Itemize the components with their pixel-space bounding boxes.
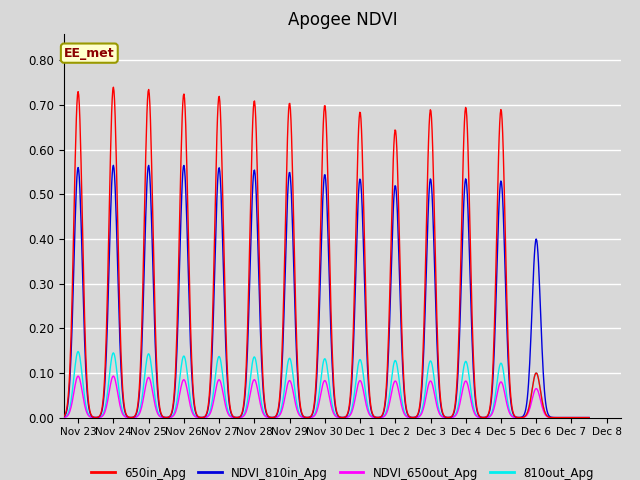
Text: EE_met: EE_met (64, 47, 115, 60)
Legend: 650in_Apg, NDVI_810in_Apg, NDVI_650out_Apg, 810out_Apg: 650in_Apg, NDVI_810in_Apg, NDVI_650out_A… (86, 462, 598, 480)
Title: Apogee NDVI: Apogee NDVI (287, 11, 397, 29)
